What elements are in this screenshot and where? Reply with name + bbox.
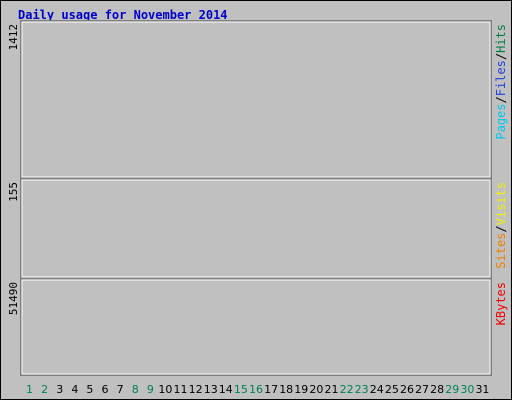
x-tick-day-30: 30 [460, 383, 474, 396]
legend-item: Sites [494, 233, 508, 269]
x-tick-day-1: 1 [26, 383, 33, 396]
x-tick-day-20: 20 [309, 383, 323, 396]
x-tick-day-11: 11 [174, 383, 188, 396]
legend-kbytes: KBytes [494, 282, 508, 325]
y-max-label-kbytes: 51490 [7, 282, 20, 315]
x-tick-day-14: 14 [219, 383, 233, 396]
x-tick-day-8: 8 [132, 383, 139, 396]
x-tick-day-5: 5 [86, 383, 93, 396]
x-tick-day-17: 17 [264, 383, 278, 396]
x-tick-day-26: 26 [400, 383, 414, 396]
x-tick-day-25: 25 [385, 383, 399, 396]
x-tick-day-3: 3 [56, 383, 63, 396]
x-tick-day-16: 16 [249, 383, 263, 396]
x-tick-day-29: 29 [445, 383, 459, 396]
legend-traffic: Pages/Files/Hits [494, 24, 508, 140]
x-tick-day-21: 21 [324, 383, 338, 396]
legend-item: Visits [494, 182, 508, 225]
x-tick-day-18: 18 [279, 383, 293, 396]
x-tick-day-19: 19 [294, 383, 308, 396]
x-tick-day-12: 12 [189, 383, 203, 396]
legend-item: / [494, 53, 508, 60]
x-tick-day-27: 27 [415, 383, 429, 396]
legend-item: / [494, 96, 508, 103]
legend-item: Pages [494, 104, 508, 140]
legend-item: KBytes [494, 282, 508, 325]
x-tick-day-6: 6 [102, 383, 109, 396]
x-tick-day-15: 15 [234, 383, 248, 396]
x-tick-day-24: 24 [370, 383, 384, 396]
x-tick-day-23: 23 [355, 383, 369, 396]
x-tick-day-22: 22 [340, 383, 354, 396]
legend-visitors: Sites/Visits [494, 182, 508, 269]
x-tick-day-9: 9 [147, 383, 154, 396]
chart-title: Daily usage for November 2014 [18, 8, 228, 22]
x-tick-day-2: 2 [41, 383, 48, 396]
panel-traffic-plot-area [21, 21, 491, 178]
x-tick-day-31: 31 [475, 383, 489, 396]
x-tick-day-7: 7 [117, 383, 124, 396]
y-max-label-visitors: 155 [7, 182, 20, 202]
x-tick-day-10: 10 [158, 383, 172, 396]
legend-item: / [494, 225, 508, 232]
panel-kbytes-plot-area [21, 279, 491, 375]
legend-item: Hits [494, 24, 508, 53]
x-tick-day-13: 13 [204, 383, 218, 396]
x-tick-day-4: 4 [71, 383, 78, 396]
legend-item: Files [494, 60, 508, 96]
y-max-label-traffic: 1412 [7, 24, 20, 51]
x-tick-day-28: 28 [430, 383, 444, 396]
panel-visitors-plot-area [21, 179, 491, 278]
